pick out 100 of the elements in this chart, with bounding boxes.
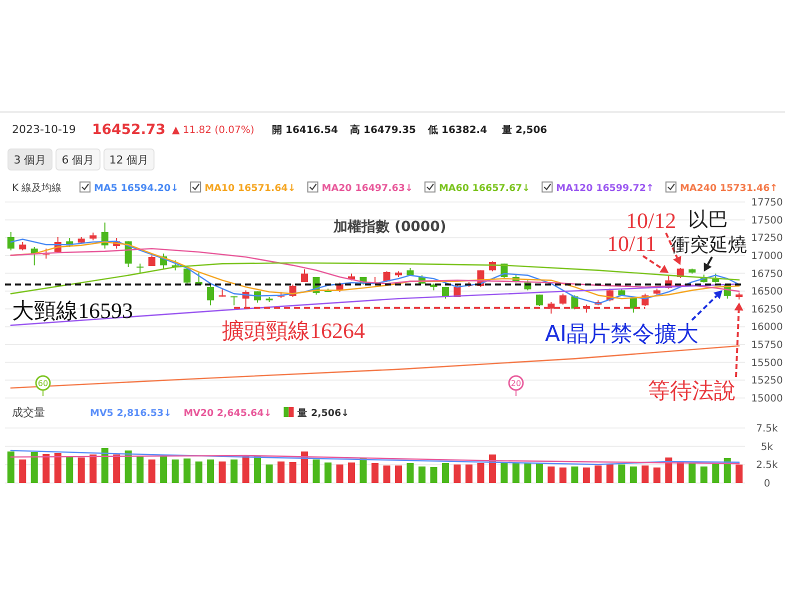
text: 開 16416.54 bbox=[272, 124, 338, 136]
bar bbox=[184, 458, 191, 483]
bar bbox=[66, 456, 74, 483]
bar bbox=[406, 462, 414, 483]
bar bbox=[372, 462, 378, 483]
y-tick-label: 0 bbox=[764, 478, 770, 490]
bar bbox=[266, 464, 273, 483]
candlestick bbox=[207, 284, 214, 306]
bar bbox=[42, 454, 50, 483]
legend-label: 量 2,506↓ bbox=[296, 407, 350, 419]
candlestick bbox=[7, 231, 14, 251]
legend-title: K 線及均線 bbox=[12, 182, 62, 194]
bar bbox=[630, 466, 637, 483]
bar bbox=[712, 463, 720, 483]
annotation: 以巴 bbox=[688, 209, 728, 231]
bar bbox=[653, 467, 660, 483]
bar bbox=[688, 463, 696, 483]
bar bbox=[242, 456, 250, 483]
bar bbox=[30, 452, 38, 483]
legend-item: MA120 16599.72↑ bbox=[542, 182, 654, 194]
bar bbox=[394, 465, 402, 483]
y-tick-label: 5k bbox=[760, 442, 774, 453]
y-tick-label: 15000 bbox=[751, 394, 783, 404]
bar bbox=[7, 451, 14, 483]
bar bbox=[289, 462, 296, 483]
text: 高 16479.35 bbox=[350, 124, 416, 136]
text: 2023-10-19 bbox=[12, 123, 76, 136]
bar bbox=[512, 462, 520, 483]
text: 低 16382.4 bbox=[427, 124, 488, 136]
legend-item: MV20 2,645.64↓ bbox=[184, 408, 272, 419]
text: 加權指數 (0000) bbox=[332, 219, 446, 235]
bar bbox=[465, 464, 472, 483]
bar bbox=[559, 467, 566, 483]
bar bbox=[124, 450, 132, 483]
candlestick bbox=[559, 293, 566, 306]
bar bbox=[618, 464, 626, 483]
bar bbox=[254, 455, 262, 483]
text: ▲ 11.82 (0.07%) bbox=[172, 125, 254, 136]
bar bbox=[207, 459, 214, 483]
annotation: AI晶片禁令擴大 bbox=[545, 322, 699, 347]
y-tick-label: 16750 bbox=[751, 268, 783, 280]
bar bbox=[477, 462, 484, 483]
legend-item: MA60 16657.67↓ bbox=[424, 182, 530, 194]
y-tick-label: 17000 bbox=[751, 250, 783, 262]
bar bbox=[418, 466, 426, 483]
bar bbox=[336, 464, 344, 483]
line-series bbox=[10, 454, 740, 464]
legend-item: MA20 16497.63↓ bbox=[307, 182, 413, 194]
bar bbox=[312, 459, 320, 483]
annotation: 20 bbox=[510, 379, 522, 388]
y-tick-label: 16250 bbox=[751, 304, 783, 316]
bar bbox=[148, 459, 156, 483]
button: 12 個月 bbox=[104, 148, 154, 170]
text: 16452.73 bbox=[92, 122, 166, 138]
bar bbox=[736, 464, 743, 483]
bar bbox=[78, 457, 85, 483]
bar bbox=[160, 455, 168, 483]
y-tick-label: 16000 bbox=[751, 322, 783, 334]
button: 6 個月 bbox=[56, 148, 100, 170]
bar bbox=[324, 462, 332, 483]
bar bbox=[360, 458, 367, 483]
bar bbox=[500, 462, 508, 483]
line-series bbox=[10, 262, 740, 294]
legend-item: MA5 16594.20↓ bbox=[80, 182, 179, 194]
y-tick-label: 7.5k bbox=[756, 424, 778, 434]
candlestick bbox=[136, 263, 144, 274]
candlestick bbox=[536, 294, 543, 306]
y-tick-label: 15500 bbox=[751, 358, 783, 369]
annotation: 等待法說 bbox=[648, 378, 736, 403]
bar bbox=[606, 463, 614, 483]
candlestick bbox=[184, 268, 191, 286]
bar bbox=[430, 467, 438, 483]
annotation: 10/11 bbox=[607, 231, 656, 256]
ref-line-label: 擴頭頸線16264 bbox=[222, 318, 365, 343]
bar bbox=[230, 459, 238, 483]
bar bbox=[524, 462, 532, 483]
bar bbox=[172, 459, 179, 483]
bar bbox=[536, 462, 543, 483]
button: 3 個月 bbox=[8, 148, 52, 170]
bar bbox=[571, 466, 578, 483]
bar bbox=[136, 456, 144, 483]
text: 量 2,506 bbox=[501, 124, 548, 136]
bar bbox=[348, 462, 356, 483]
legend-item: MV5 2,816.53↓ bbox=[90, 408, 172, 419]
bar bbox=[383, 465, 390, 483]
bar bbox=[218, 461, 226, 483]
bar bbox=[278, 461, 285, 483]
y-tick-label: 16500 bbox=[751, 286, 783, 298]
line-series bbox=[10, 450, 740, 466]
y-tick-label: 17500 bbox=[751, 215, 783, 226]
bar bbox=[700, 466, 708, 483]
bar bbox=[642, 465, 649, 483]
bar bbox=[454, 464, 461, 483]
bar bbox=[548, 466, 555, 483]
legend-item: MA10 16571.64↓ bbox=[190, 182, 296, 194]
y-tick-label: 15750 bbox=[751, 340, 783, 352]
chart-title: 成交量 bbox=[12, 406, 45, 419]
ref-line-label: 大頸線16593 bbox=[12, 298, 133, 323]
bar bbox=[101, 448, 108, 483]
legend-item: 量 2,506↓ bbox=[284, 407, 350, 419]
